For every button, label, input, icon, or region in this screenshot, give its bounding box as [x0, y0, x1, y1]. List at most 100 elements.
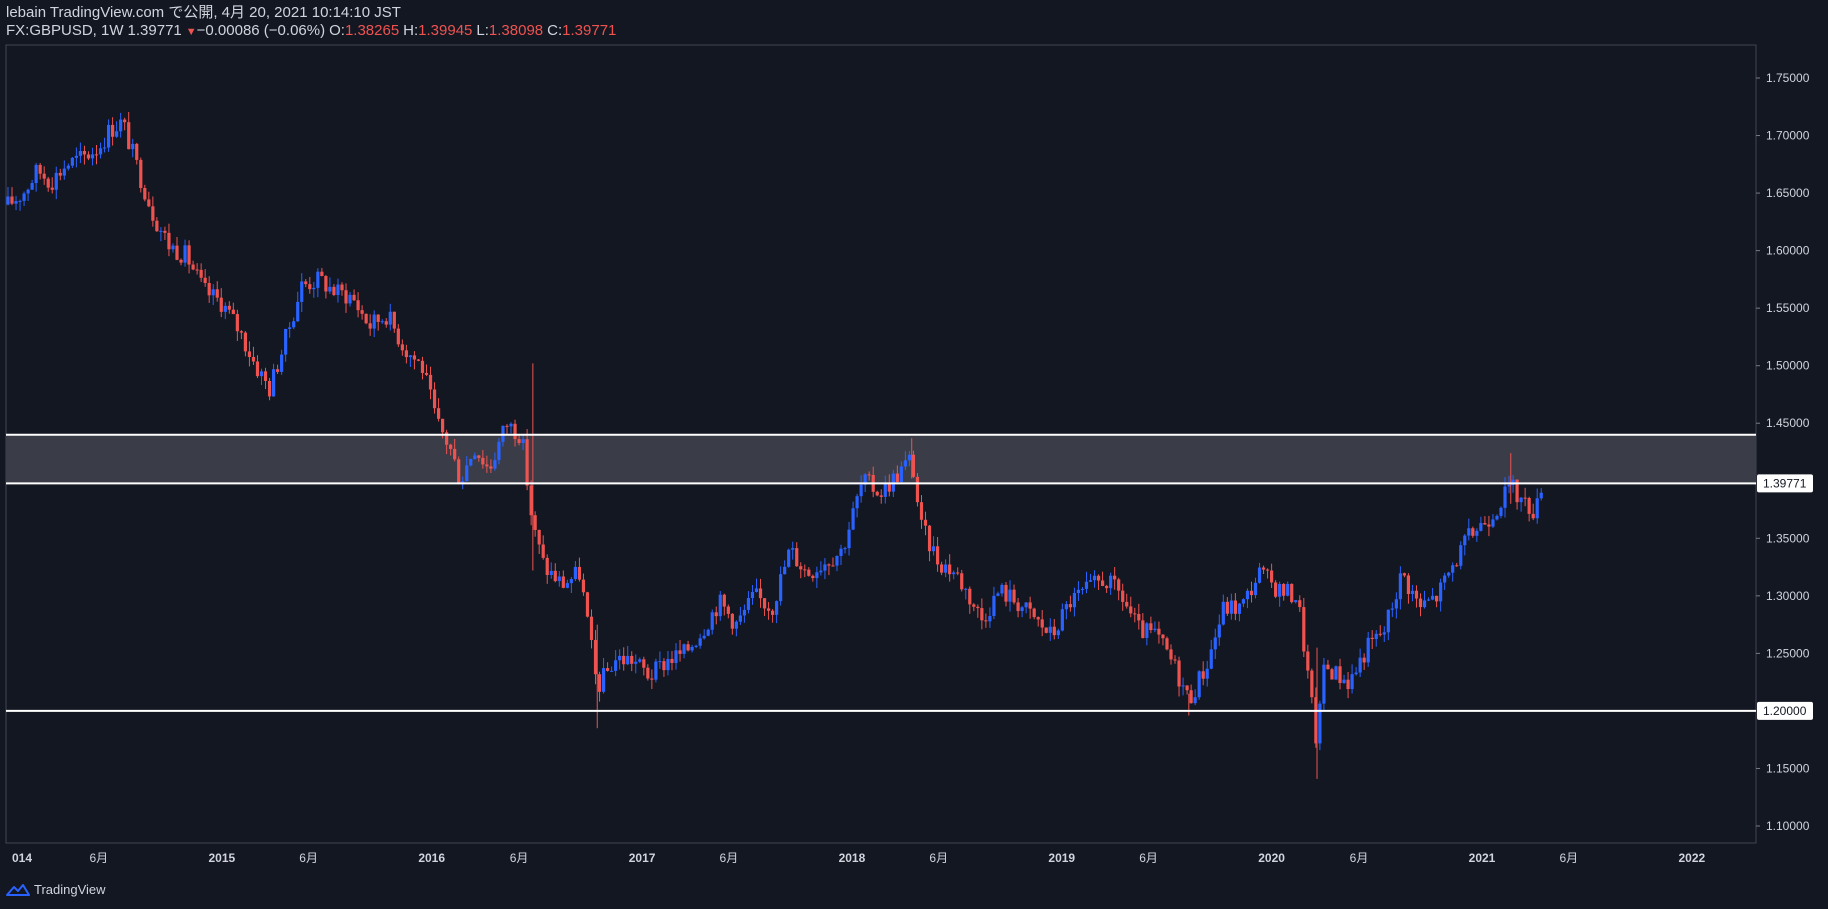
candle	[1467, 518, 1471, 541]
candle	[775, 600, 779, 624]
candle	[1330, 667, 1334, 680]
candle	[203, 269, 207, 287]
candle	[1113, 567, 1117, 590]
candle	[819, 561, 823, 576]
candle	[1012, 584, 1016, 605]
candle	[1185, 685, 1189, 695]
candle	[1265, 568, 1270, 579]
candle	[1422, 590, 1427, 609]
candle	[1418, 593, 1423, 617]
candle	[1527, 496, 1531, 522]
y-tick-label: 1.60000	[1766, 244, 1810, 258]
candle	[940, 561, 944, 576]
candle	[10, 187, 14, 206]
candle	[1129, 596, 1133, 618]
candle	[432, 382, 437, 414]
candle	[561, 570, 565, 589]
candle	[553, 563, 557, 583]
candle	[388, 303, 392, 331]
candle	[1386, 609, 1390, 641]
resistance-zone[interactable]	[6, 434, 1756, 484]
svg-text:1.20000: 1.20000	[1763, 704, 1807, 718]
price-chart[interactable]: 1.75000 1.70000 1.65000 1.60000 1.55000 1.500…	[0, 0, 1828, 880]
candle	[408, 354, 413, 367]
candle	[14, 195, 18, 211]
candle	[601, 658, 606, 694]
candle	[626, 645, 630, 666]
candle	[1515, 479, 1519, 510]
candle	[211, 284, 215, 306]
candle	[1197, 670, 1201, 700]
candle	[30, 179, 34, 190]
brand-label[interactable]: TradingView	[34, 882, 106, 897]
y-tick-label: 1.35000	[1766, 531, 1810, 545]
candle	[1008, 580, 1012, 612]
candle	[1430, 587, 1435, 601]
candle	[115, 121, 119, 138]
candle	[851, 501, 855, 531]
candle	[1362, 653, 1366, 670]
candle	[1302, 597, 1306, 658]
candle	[1290, 583, 1294, 604]
candle	[545, 554, 549, 584]
candle	[320, 267, 324, 277]
candle	[1064, 601, 1068, 620]
candle	[919, 495, 924, 529]
candle	[931, 536, 936, 556]
candle	[316, 268, 320, 298]
candle	[1274, 580, 1278, 599]
y-tick-label: 1.45000	[1766, 416, 1810, 430]
candle	[1109, 572, 1113, 595]
candle	[26, 188, 30, 201]
candle	[1205, 660, 1209, 687]
candle	[726, 604, 730, 619]
candle	[722, 593, 726, 616]
candle	[948, 554, 952, 582]
candle	[58, 168, 62, 181]
y-tick-label: 1.75000	[1766, 71, 1810, 85]
candle	[513, 419, 517, 447]
candle	[521, 435, 525, 450]
candle	[267, 377, 272, 401]
candle	[622, 647, 626, 671]
candle	[82, 145, 87, 165]
candle	[1402, 572, 1407, 578]
candle	[131, 138, 135, 158]
candle	[155, 217, 159, 232]
candle	[996, 591, 1000, 597]
candle	[139, 157, 143, 193]
candle	[569, 577, 573, 594]
candle	[730, 613, 734, 635]
candle	[1471, 526, 1475, 538]
candle	[915, 473, 920, 507]
candle	[1096, 574, 1101, 590]
candle	[239, 330, 243, 340]
candle	[1028, 596, 1032, 619]
candle	[1060, 603, 1064, 632]
change-down-icon: ▼	[185, 26, 197, 38]
candle	[368, 314, 372, 336]
candle	[1076, 581, 1081, 601]
x-tick-label: 014	[12, 851, 32, 865]
candle	[581, 573, 586, 596]
x-tick-label: 2021	[1469, 851, 1496, 865]
candle	[835, 555, 839, 572]
y-tick-label: 1.50000	[1766, 359, 1810, 373]
candle	[1495, 514, 1499, 521]
candle	[589, 609, 594, 649]
candle	[54, 166, 58, 200]
x-tick-label: 2017	[629, 851, 656, 865]
candle	[171, 243, 175, 253]
candle	[106, 119, 111, 152]
candle	[420, 356, 425, 380]
x-tick-label: 6月	[720, 851, 739, 865]
high-value: 1.39945	[418, 22, 473, 39]
candle	[646, 664, 650, 681]
candle	[473, 452, 477, 460]
candle	[795, 542, 799, 567]
candle	[770, 609, 775, 623]
candle	[372, 310, 376, 338]
candle	[666, 651, 670, 676]
candle	[525, 429, 529, 491]
candle	[1056, 628, 1060, 640]
